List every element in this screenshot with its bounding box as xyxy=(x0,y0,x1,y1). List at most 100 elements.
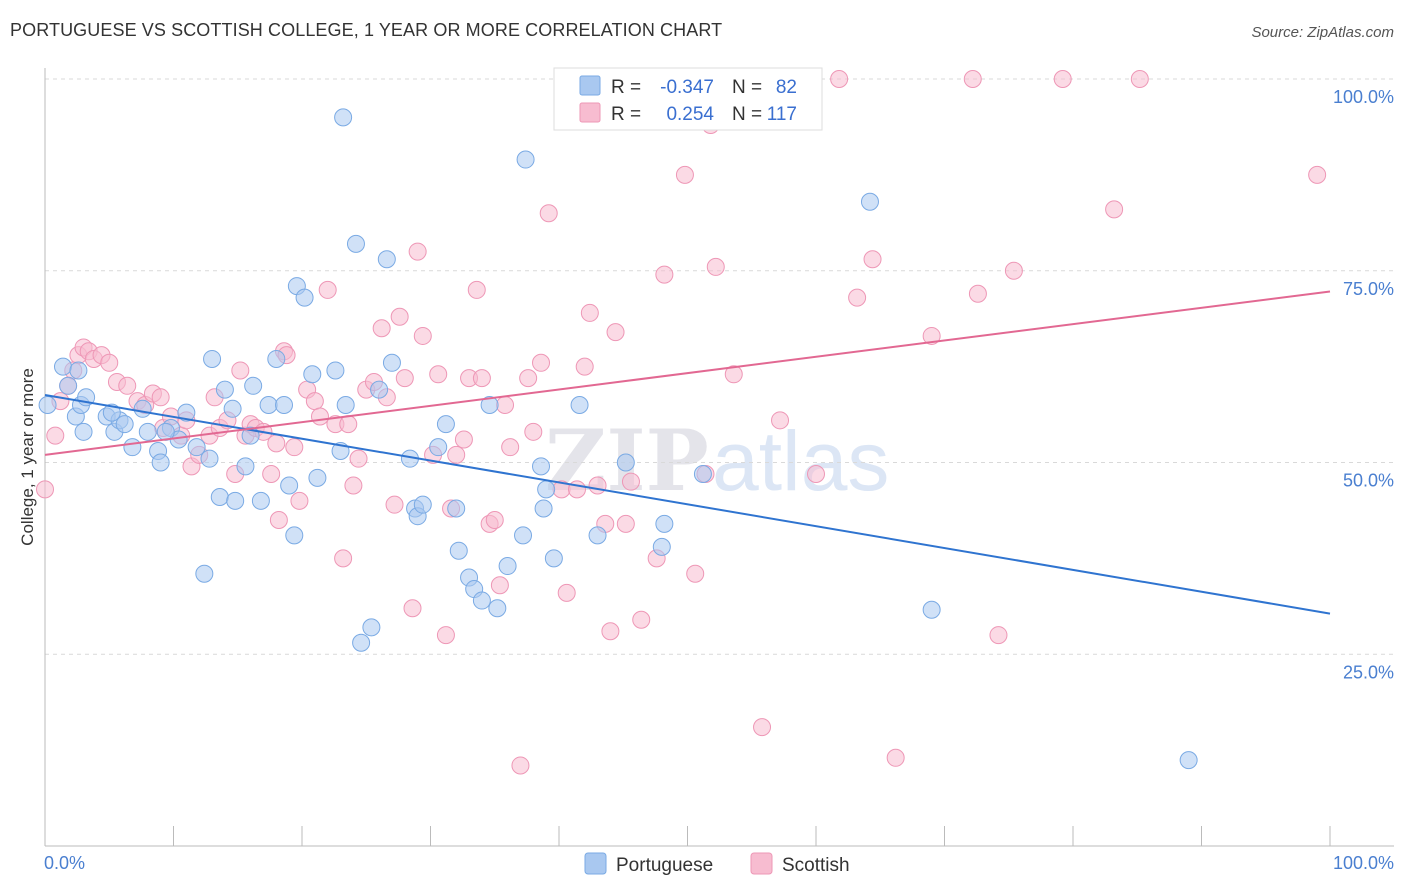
portuguese-point xyxy=(346,234,365,253)
scottish-point xyxy=(588,476,607,495)
scottish-point xyxy=(395,369,414,388)
scottish-point xyxy=(886,748,905,767)
portuguese-point xyxy=(69,361,88,380)
scottish-point xyxy=(413,326,432,345)
portuguese-point xyxy=(922,600,941,619)
scottish-point xyxy=(1105,200,1124,219)
portuguese-point xyxy=(275,395,294,414)
legend-n-label-portuguese: N = xyxy=(732,77,762,98)
portuguese-point xyxy=(74,422,93,441)
scottish-point xyxy=(467,280,486,299)
source-label: Source: ZipAtlas.com xyxy=(1251,24,1394,41)
portuguese-point xyxy=(362,618,381,637)
portuguese-point xyxy=(151,453,170,472)
scottish-point xyxy=(968,284,987,303)
portuguese-point xyxy=(860,192,879,211)
y-tick-label: 100.0% xyxy=(1333,87,1394,107)
scottish-point xyxy=(771,411,790,430)
portuguese-point xyxy=(352,633,371,652)
scottish-point xyxy=(863,250,882,269)
scottish-point xyxy=(524,422,543,441)
portuguese-point xyxy=(336,395,355,414)
scottish-point xyxy=(580,303,599,322)
scottish-point xyxy=(539,204,558,223)
bottom-legend-swatch-portuguese xyxy=(584,852,607,875)
portuguese-point xyxy=(449,541,468,560)
scottish-point xyxy=(616,514,635,533)
portuguese-point xyxy=(251,491,270,510)
scottish-point xyxy=(848,288,867,307)
portuguese-point xyxy=(259,395,278,414)
x-axis-ticks xyxy=(173,826,1331,846)
portuguese-point xyxy=(244,376,263,395)
scottish-point xyxy=(454,430,473,449)
legend-n-value-scottish: 117 xyxy=(767,104,797,125)
portuguese-point xyxy=(123,438,142,457)
scottish-point xyxy=(46,426,65,445)
scottish-point xyxy=(290,491,309,510)
scottish-point xyxy=(385,495,404,514)
scottish-point xyxy=(408,242,427,261)
scottish-point xyxy=(575,357,594,376)
portuguese-point xyxy=(38,395,57,414)
scottish-points xyxy=(36,70,1327,775)
portuguese-point xyxy=(382,353,401,372)
scottish-point xyxy=(269,511,288,530)
portuguese-point xyxy=(616,453,635,472)
scottish-point xyxy=(632,610,651,629)
scottish-point xyxy=(724,365,743,384)
scottish-point xyxy=(532,353,551,372)
scottish-point xyxy=(267,434,286,453)
portuguese-point xyxy=(280,476,299,495)
portuguese-point xyxy=(115,415,134,434)
scottish-trend-line xyxy=(44,290,1331,456)
portuguese-point xyxy=(210,488,229,507)
legend-n-label-scottish: N = xyxy=(732,104,762,125)
portuguese-point xyxy=(187,438,206,457)
portuguese-point xyxy=(370,380,389,399)
portuguese-point xyxy=(267,349,286,368)
portuguese-point xyxy=(498,557,517,576)
scottish-point xyxy=(36,480,54,499)
scottish-point xyxy=(501,438,520,457)
portuguese-point xyxy=(1179,751,1198,770)
portuguese-point xyxy=(138,422,157,441)
scottish-point xyxy=(118,376,137,395)
portuguese-point xyxy=(488,599,507,618)
legend-r-label-portuguese: R = xyxy=(611,77,641,98)
scottish-point xyxy=(963,70,982,88)
scottish-point xyxy=(262,465,281,484)
x-tick-label-max: 100.0% xyxy=(1333,853,1394,873)
portuguese-point xyxy=(334,108,353,127)
portuguese-point xyxy=(413,495,432,514)
portuguese-point xyxy=(544,549,563,568)
portuguese-point xyxy=(377,250,396,269)
scottish-point xyxy=(318,280,337,299)
scottish-point xyxy=(151,388,170,407)
bottom-legend-label-portuguese: Portuguese xyxy=(616,855,713,876)
watermark-atlas: atlas xyxy=(712,414,889,508)
scottish-point xyxy=(601,622,620,641)
legend-r-label-scottish: R = xyxy=(611,104,641,125)
portuguese-point xyxy=(236,457,255,476)
portuguese-point xyxy=(59,376,78,395)
scottish-point xyxy=(349,449,368,468)
legend-swatch-portuguese xyxy=(579,75,601,96)
portuguese-point xyxy=(177,403,196,422)
y-axis-title: College, 1 year or more xyxy=(18,368,37,546)
scottish-point xyxy=(390,307,409,326)
correlation-legend: R = -0.347 N = 82 R = 0.254 N = 117 xyxy=(553,67,823,131)
scottish-point xyxy=(285,438,304,457)
scottish-point xyxy=(1130,70,1149,88)
portuguese-point xyxy=(436,415,455,434)
scottish-point xyxy=(519,369,538,388)
portuguese-point xyxy=(472,591,491,610)
bottom-legend-swatch-scottish xyxy=(750,852,773,875)
portuguese-trend-line xyxy=(44,394,1331,615)
portuguese-point xyxy=(514,526,533,545)
scottish-point xyxy=(606,323,625,342)
portuguese-point xyxy=(223,399,242,418)
x-tick-label-min: 0.0% xyxy=(44,853,85,873)
portuguese-point xyxy=(203,349,222,368)
